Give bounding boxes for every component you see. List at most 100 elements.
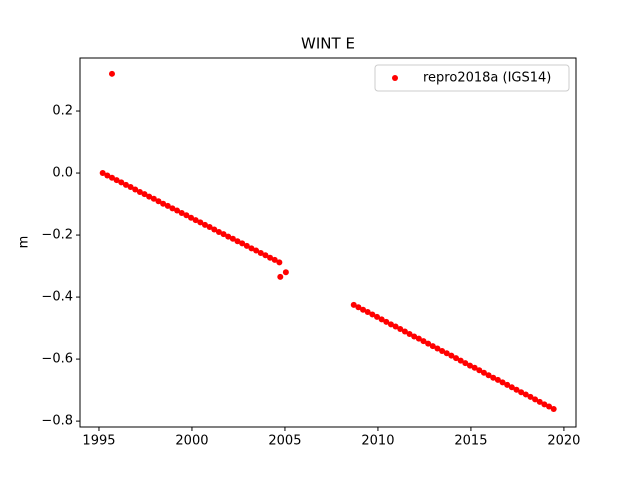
- y-tick-label: 0.2: [52, 104, 73, 119]
- data-point: [522, 391, 529, 398]
- data-point: [374, 313, 381, 320]
- y-tick-label: −0.4: [41, 290, 73, 305]
- data-point: [108, 174, 115, 181]
- chart-title: WINT E: [301, 35, 355, 53]
- data-point: [369, 311, 376, 318]
- data-point: [355, 304, 362, 311]
- data-point: [206, 223, 213, 230]
- data-point: [169, 205, 176, 212]
- data-point: [532, 396, 539, 403]
- x-tick-label: 2005: [268, 434, 301, 449]
- data-point: [383, 318, 390, 325]
- data-point: [277, 273, 284, 280]
- data-point: [434, 345, 441, 352]
- data-point: [271, 256, 278, 263]
- data-point: [276, 259, 283, 266]
- data-point: [253, 247, 260, 254]
- data-point: [99, 170, 106, 177]
- data-point: [490, 374, 497, 381]
- data-point: [387, 321, 394, 328]
- x-tick-label: 1995: [82, 434, 115, 449]
- data-point: [378, 316, 385, 323]
- data-point: [201, 221, 208, 228]
- data-point: [406, 330, 413, 337]
- data-point: [267, 254, 274, 261]
- data-point: [215, 228, 222, 235]
- data-point: [197, 219, 204, 226]
- data-point: [150, 195, 157, 202]
- legend-marker: [392, 75, 398, 81]
- data-point: [541, 401, 548, 408]
- y-tick-label: −0.6: [41, 352, 73, 367]
- data-point: [262, 252, 269, 259]
- data-point: [518, 389, 525, 396]
- y-axis-label: m: [17, 236, 32, 249]
- data-point: [146, 193, 153, 200]
- data-point: [462, 360, 469, 367]
- data-point: [211, 226, 218, 233]
- x-tick-label: 2020: [547, 434, 580, 449]
- data-point: [476, 367, 483, 374]
- data-point: [504, 381, 511, 388]
- x-tick-label: 2010: [361, 434, 394, 449]
- data-point: [183, 212, 190, 219]
- data-point: [192, 217, 199, 224]
- data-point: [141, 191, 148, 198]
- data-point: [113, 177, 120, 184]
- data-point: [457, 357, 464, 364]
- y-tick-label: −0.2: [41, 228, 73, 243]
- data-point: [136, 188, 143, 195]
- data-point: [127, 183, 134, 190]
- data-point: [122, 181, 129, 188]
- x-tick-label: 2015: [454, 434, 487, 449]
- data-point: [448, 352, 455, 359]
- data-point: [104, 172, 111, 179]
- legend-label: repro2018a (IGS14): [423, 71, 551, 86]
- data-point: [108, 70, 115, 77]
- data-point: [132, 186, 139, 193]
- data-point: [118, 179, 125, 186]
- data-point: [439, 348, 446, 355]
- data-point: [420, 338, 427, 345]
- data-point: [508, 384, 515, 391]
- data-point: [243, 242, 250, 249]
- data-point: [401, 328, 408, 335]
- plot-frame: [79, 57, 577, 428]
- data-point: [485, 372, 492, 379]
- data-point: [513, 386, 520, 393]
- data-point: [248, 245, 255, 252]
- data-point: [471, 364, 478, 371]
- data-point: [392, 323, 399, 330]
- y-tick-label: −0.8: [41, 414, 73, 429]
- data-point: [229, 235, 236, 242]
- data-point: [174, 207, 181, 214]
- data-point: [527, 393, 534, 400]
- data-point: [443, 350, 450, 357]
- data-point: [239, 240, 246, 247]
- data-point: [415, 335, 422, 342]
- data-point: [282, 269, 289, 276]
- data-point: [453, 355, 460, 362]
- x-tick-label: 2000: [175, 434, 208, 449]
- data-point: [178, 210, 185, 217]
- data-point: [397, 326, 404, 333]
- data-point: [536, 398, 543, 405]
- data-point: [164, 202, 171, 209]
- data-point: [188, 214, 195, 221]
- y-tick-label: 0.0: [52, 166, 73, 181]
- data-point: [494, 376, 501, 383]
- data-point: [480, 369, 487, 376]
- data-point: [225, 233, 232, 240]
- data-point: [360, 306, 367, 313]
- data-point: [425, 340, 432, 347]
- data-point: [466, 362, 473, 369]
- data-point: [155, 198, 162, 205]
- data-point: [257, 250, 264, 257]
- data-point: [546, 403, 553, 410]
- data-point: [499, 379, 506, 386]
- data-point: [160, 200, 167, 207]
- data-point: [550, 406, 557, 413]
- data-point: [429, 343, 436, 350]
